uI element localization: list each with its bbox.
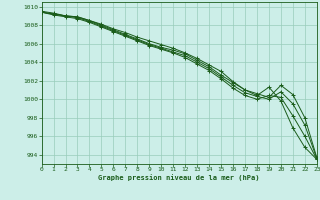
X-axis label: Graphe pression niveau de la mer (hPa): Graphe pression niveau de la mer (hPa) xyxy=(99,174,260,181)
